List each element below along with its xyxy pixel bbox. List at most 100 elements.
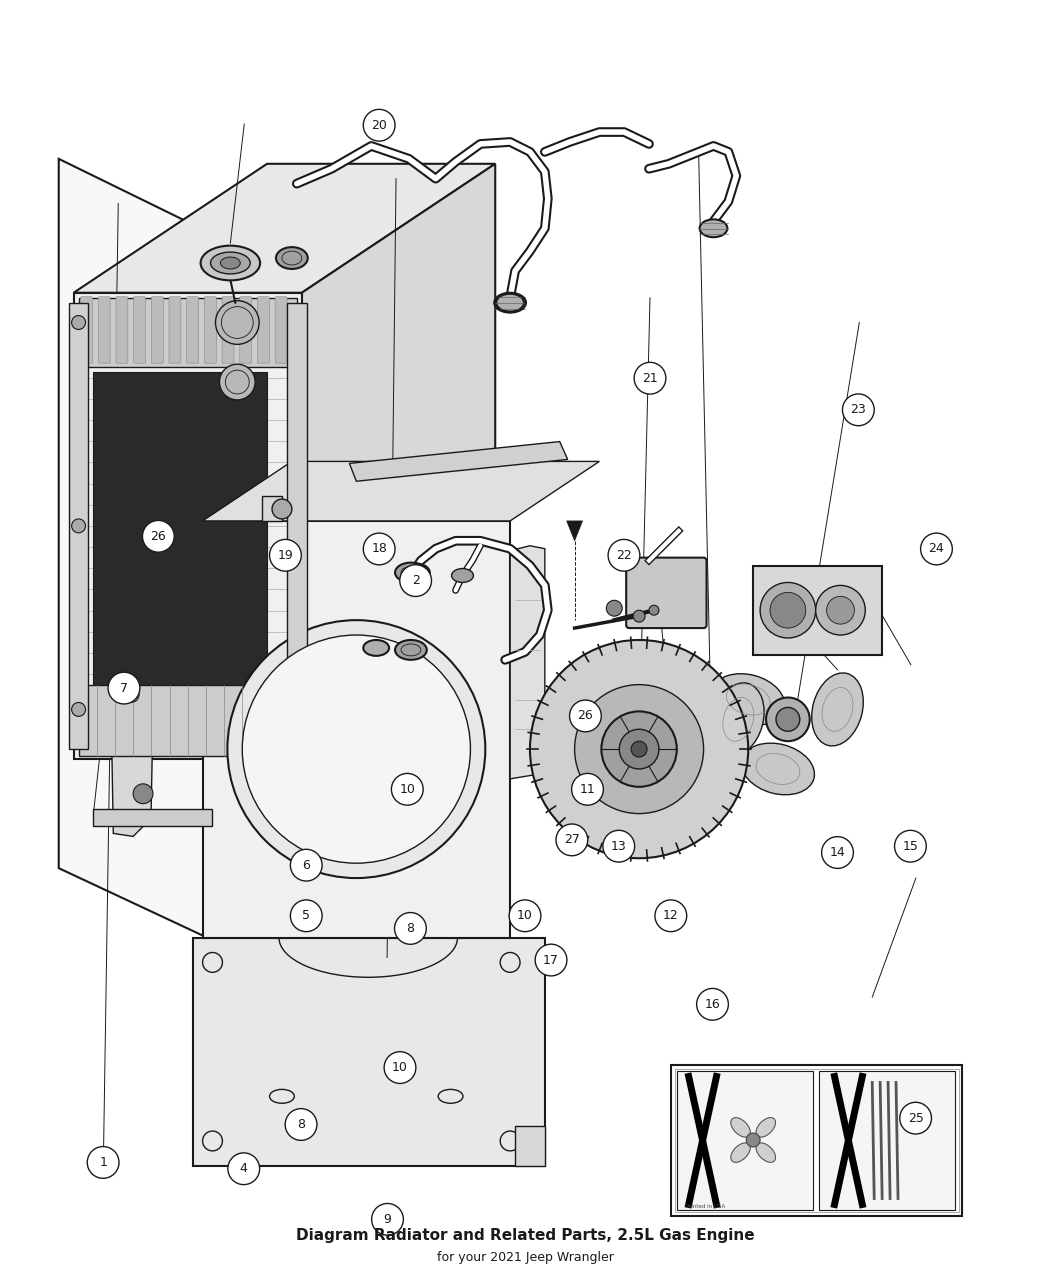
- FancyBboxPatch shape: [239, 297, 252, 363]
- FancyBboxPatch shape: [81, 297, 92, 363]
- Circle shape: [602, 711, 677, 787]
- Ellipse shape: [712, 673, 784, 725]
- Bar: [79, 685, 297, 756]
- Circle shape: [921, 533, 952, 565]
- Ellipse shape: [731, 1142, 751, 1163]
- FancyBboxPatch shape: [99, 297, 110, 363]
- Ellipse shape: [402, 564, 429, 581]
- Circle shape: [228, 620, 485, 878]
- Circle shape: [536, 945, 567, 975]
- Bar: [671, 1065, 963, 1216]
- Text: 18: 18: [372, 542, 387, 556]
- Bar: [819, 1071, 954, 1210]
- Circle shape: [286, 1108, 317, 1140]
- Text: 1: 1: [99, 1156, 107, 1169]
- Text: 2: 2: [412, 574, 420, 586]
- Ellipse shape: [363, 640, 390, 655]
- Circle shape: [816, 585, 865, 635]
- Polygon shape: [567, 521, 583, 541]
- FancyBboxPatch shape: [275, 297, 287, 363]
- Text: 21: 21: [643, 372, 658, 385]
- Text: 10: 10: [399, 783, 415, 796]
- Circle shape: [87, 1146, 119, 1178]
- Circle shape: [620, 729, 659, 769]
- Circle shape: [363, 533, 395, 565]
- Polygon shape: [203, 462, 600, 521]
- Text: for your 2021 Jeep Wrangler: for your 2021 Jeep Wrangler: [437, 1251, 613, 1264]
- Ellipse shape: [210, 252, 250, 274]
- Circle shape: [631, 741, 647, 757]
- FancyBboxPatch shape: [205, 297, 216, 363]
- Circle shape: [556, 824, 588, 856]
- Text: 14: 14: [830, 847, 845, 859]
- Bar: [677, 1071, 813, 1210]
- Circle shape: [826, 597, 855, 623]
- Circle shape: [776, 708, 800, 732]
- Bar: [79, 298, 297, 367]
- Circle shape: [219, 365, 255, 400]
- Polygon shape: [111, 700, 153, 836]
- Circle shape: [655, 900, 687, 932]
- Text: 10: 10: [392, 1061, 408, 1074]
- Ellipse shape: [201, 246, 260, 280]
- Circle shape: [603, 830, 634, 862]
- Circle shape: [123, 687, 139, 703]
- Text: 19: 19: [277, 548, 293, 562]
- Circle shape: [71, 316, 85, 329]
- Text: 5: 5: [302, 909, 310, 922]
- Text: 15: 15: [903, 840, 919, 853]
- Ellipse shape: [276, 247, 308, 269]
- Ellipse shape: [699, 219, 728, 237]
- Ellipse shape: [395, 562, 426, 583]
- Bar: [68, 302, 88, 750]
- FancyBboxPatch shape: [169, 297, 181, 363]
- Polygon shape: [262, 496, 282, 521]
- FancyBboxPatch shape: [133, 297, 146, 363]
- Circle shape: [384, 1052, 416, 1084]
- Circle shape: [571, 774, 604, 805]
- Ellipse shape: [741, 743, 815, 794]
- FancyBboxPatch shape: [187, 297, 198, 363]
- Circle shape: [766, 697, 810, 741]
- Text: Diagram Radiator and Related Parts, 2.5L Gas Engine: Diagram Radiator and Related Parts, 2.5L…: [296, 1228, 754, 1243]
- Text: 22: 22: [616, 548, 632, 562]
- Text: 4: 4: [239, 1163, 248, 1176]
- Circle shape: [696, 988, 729, 1020]
- Ellipse shape: [713, 683, 764, 756]
- FancyBboxPatch shape: [151, 297, 163, 363]
- Text: 11: 11: [580, 783, 595, 796]
- Circle shape: [770, 593, 805, 629]
- Circle shape: [71, 703, 85, 717]
- Bar: [203, 521, 510, 937]
- Bar: [287, 302, 307, 750]
- Circle shape: [243, 635, 470, 863]
- Circle shape: [569, 700, 602, 732]
- Circle shape: [608, 539, 639, 571]
- Text: 25: 25: [907, 1112, 924, 1125]
- Text: 8: 8: [406, 922, 415, 935]
- Text: 20: 20: [372, 119, 387, 131]
- Text: 7: 7: [120, 682, 128, 695]
- Bar: [93, 808, 212, 826]
- Circle shape: [272, 499, 292, 519]
- Circle shape: [747, 1133, 760, 1148]
- Text: 16: 16: [705, 998, 720, 1011]
- Circle shape: [228, 1153, 259, 1184]
- Circle shape: [509, 900, 541, 932]
- Polygon shape: [510, 546, 545, 779]
- FancyBboxPatch shape: [223, 297, 234, 363]
- Ellipse shape: [756, 1142, 776, 1163]
- Text: 24: 24: [928, 542, 944, 556]
- Circle shape: [392, 774, 423, 805]
- Ellipse shape: [812, 673, 863, 746]
- Text: 27: 27: [564, 834, 580, 847]
- Bar: [192, 937, 545, 1165]
- Circle shape: [574, 685, 704, 813]
- Circle shape: [633, 611, 645, 622]
- Circle shape: [606, 601, 623, 616]
- Bar: [675, 1068, 959, 1213]
- Ellipse shape: [395, 640, 426, 660]
- Text: 13: 13: [611, 840, 627, 853]
- Text: 23: 23: [850, 403, 866, 417]
- Text: 17: 17: [543, 954, 559, 966]
